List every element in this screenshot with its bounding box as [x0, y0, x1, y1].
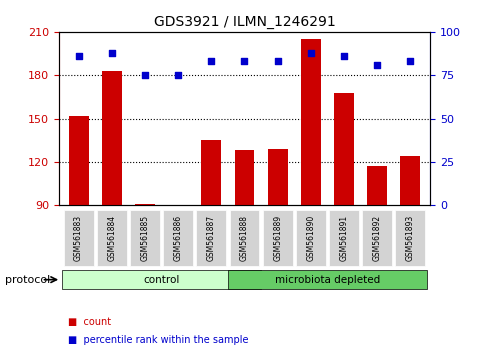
Point [108, 50, 116, 56]
Bar [333, 93, 353, 205]
Title: GDS3921 / ILMN_1246291: GDS3921 / ILMN_1246291 [153, 16, 335, 29]
Text: microbiota depleted: microbiota depleted [274, 275, 379, 285]
Text: GSM561884: GSM561884 [107, 215, 116, 261]
Bar [68, 116, 88, 205]
Text: protocol: protocol [5, 275, 50, 285]
FancyBboxPatch shape [395, 210, 425, 266]
FancyBboxPatch shape [227, 270, 426, 289]
Text: GSM561886: GSM561886 [173, 215, 182, 261]
FancyBboxPatch shape [229, 210, 259, 266]
Point [207, 58, 215, 64]
Text: GSM561891: GSM561891 [339, 215, 348, 261]
FancyBboxPatch shape [328, 210, 358, 266]
FancyBboxPatch shape [262, 210, 292, 266]
Bar [135, 204, 155, 205]
Text: ■  percentile rank within the sample: ■ percentile rank within the sample [68, 335, 248, 345]
Bar [300, 39, 320, 205]
FancyBboxPatch shape [130, 210, 160, 266]
Point [306, 50, 314, 56]
Text: GSM561890: GSM561890 [306, 215, 315, 261]
FancyBboxPatch shape [196, 210, 226, 266]
Text: GSM561885: GSM561885 [140, 215, 149, 261]
FancyBboxPatch shape [63, 210, 93, 266]
FancyBboxPatch shape [362, 210, 391, 266]
Point [174, 73, 182, 78]
Bar [366, 166, 386, 205]
Text: GSM561892: GSM561892 [372, 215, 381, 261]
Point [240, 58, 248, 64]
Bar [201, 140, 221, 205]
FancyBboxPatch shape [97, 210, 126, 266]
Point [141, 73, 148, 78]
Bar [234, 150, 254, 205]
Point [372, 62, 380, 68]
Bar [102, 71, 122, 205]
FancyBboxPatch shape [163, 210, 193, 266]
Text: control: control [143, 275, 180, 285]
Text: GSM561888: GSM561888 [240, 215, 248, 261]
Text: ■  count: ■ count [68, 317, 111, 327]
Point [273, 58, 281, 64]
Point [406, 58, 413, 64]
Bar [400, 156, 420, 205]
Point [75, 53, 82, 59]
Text: GSM561889: GSM561889 [273, 215, 282, 261]
FancyBboxPatch shape [62, 270, 261, 289]
Text: GSM561883: GSM561883 [74, 215, 83, 261]
Bar [267, 149, 287, 205]
Text: GSM561887: GSM561887 [206, 215, 215, 261]
FancyBboxPatch shape [295, 210, 325, 266]
Text: GSM561893: GSM561893 [405, 215, 414, 261]
Point [340, 53, 347, 59]
